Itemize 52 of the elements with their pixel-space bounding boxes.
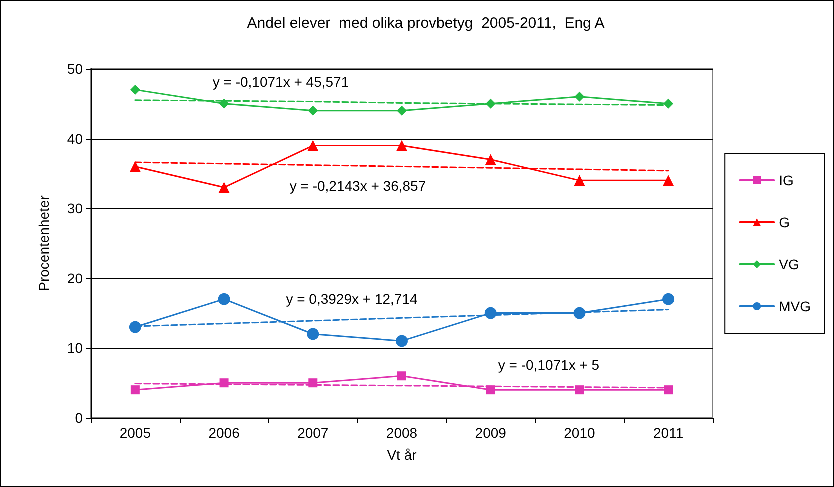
point bbox=[662, 293, 675, 306]
y-tick-label: 50 bbox=[67, 61, 84, 77]
point bbox=[218, 293, 230, 306]
point bbox=[396, 335, 408, 348]
y-tick-label: 0 bbox=[75, 410, 84, 426]
point bbox=[398, 372, 406, 381]
legend-label: G bbox=[779, 214, 790, 230]
x-tick-label: 2010 bbox=[564, 425, 596, 441]
point bbox=[664, 386, 674, 395]
point bbox=[574, 307, 586, 320]
x-tick-label: 2006 bbox=[208, 425, 240, 441]
x-tick-label: 2005 bbox=[120, 425, 152, 441]
point bbox=[574, 92, 585, 102]
point bbox=[308, 106, 318, 116]
legend-label: VG bbox=[779, 256, 800, 272]
annotation: y = 0,3929x + 12,714 bbox=[286, 291, 418, 307]
x-tick-label: 2008 bbox=[386, 425, 418, 441]
annotation: y = -0,1071x + 45,571 bbox=[212, 74, 350, 90]
x-tick-label: 2011 bbox=[654, 425, 684, 441]
point bbox=[219, 98, 230, 109]
point bbox=[130, 161, 141, 172]
point bbox=[308, 140, 319, 152]
point bbox=[308, 378, 318, 388]
legend-label: IG bbox=[779, 172, 794, 188]
point bbox=[129, 321, 142, 334]
x-axis-title: Vt år bbox=[387, 447, 418, 463]
point bbox=[220, 378, 229, 388]
y-tick-label: 10 bbox=[67, 340, 84, 356]
y-tick-label: 20 bbox=[67, 270, 84, 286]
x-tick-label: 2009 bbox=[475, 425, 507, 441]
point bbox=[486, 98, 496, 109]
point bbox=[397, 106, 407, 116]
y-tick-label: 40 bbox=[67, 130, 84, 147]
point bbox=[486, 386, 496, 395]
point bbox=[130, 84, 140, 95]
y-axis-title: Procentenheter bbox=[36, 195, 52, 292]
point bbox=[664, 98, 674, 109]
annotation: y = -0,1071x + 5 bbox=[498, 357, 600, 373]
point bbox=[663, 175, 674, 186]
point bbox=[574, 175, 586, 186]
legend-label: MVG bbox=[779, 298, 811, 314]
chart-title: Andel elever med olika provbetyg 2005-2011, Eng A bbox=[247, 15, 605, 32]
x-tick-label: 2007 bbox=[298, 425, 329, 441]
point bbox=[218, 182, 230, 194]
point bbox=[130, 386, 140, 395]
point bbox=[485, 154, 496, 166]
annotation: y = -0,2143x + 36,857 bbox=[290, 178, 426, 194]
point bbox=[575, 386, 584, 395]
point bbox=[484, 307, 497, 320]
point bbox=[396, 140, 408, 152]
y-tick-label: 30 bbox=[67, 200, 84, 217]
point bbox=[307, 328, 320, 340]
